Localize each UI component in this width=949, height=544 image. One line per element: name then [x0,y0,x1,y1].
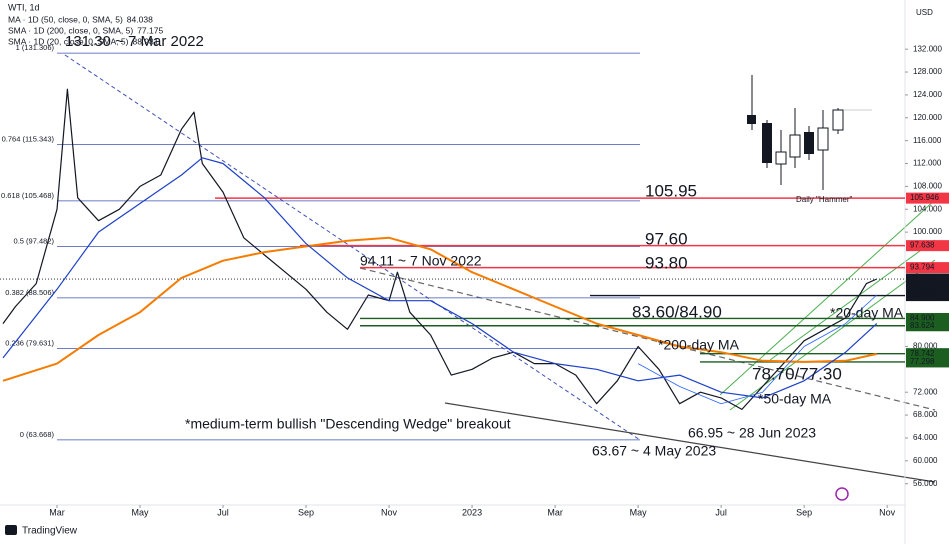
fib-label: 0 (63.668) [20,430,55,439]
y-tick-label: 100.000 [913,227,942,236]
y-tick-label: 120.000 [913,113,942,122]
annotation: 66.95 ~ 28 Jun 2023 [688,425,816,441]
x-tick-label: Jul [715,507,727,517]
channel-line [769,239,936,361]
fib-label: 0.382 (88.506) [5,288,54,297]
y-axis-unit: USD [916,8,933,17]
legend-entry: SMA · 1D (20, close, 0, SMA, 5) [8,36,129,46]
y-tick-label: 132.000 [913,44,942,53]
price-label-box [906,356,949,368]
price-label-box [906,312,949,324]
annotation: 78.70/77.30 [752,364,842,383]
annotation: Daily "Hammer" [796,195,853,204]
legend-value: 84.038 [127,14,153,24]
brand: TradingView [22,526,78,537]
price-label-box [906,262,949,274]
y-tick-label: 128.000 [913,67,942,76]
x-tick-label: May [131,507,149,517]
annotation: 63.67 ~ 4 May 2023 [592,443,716,459]
series-line [2,157,878,399]
price-label: 84.900 [910,314,935,323]
x-tick-label: Mar [49,507,65,517]
series-line [637,294,878,405]
series-line [2,236,878,382]
alert-icon[interactable] [835,487,849,501]
y-tick-label: 116.000 [913,136,942,145]
price-label-box [906,240,949,252]
y-tick-label: 108.000 [913,181,942,190]
legend-entry: SMA · 1D (200, close, 0, SMA, 5) [8,25,133,35]
trend-line [359,267,936,411]
wedge-upper-line [64,54,641,441]
fib-label: 1 (131.306) [16,43,55,52]
y-tick-label: 104.000 [913,204,942,213]
fib-label: 0.618 (105.468) [1,191,54,200]
fib-label: 0.5 (97.482) [14,237,55,246]
y-tick-label: 72.000 [913,387,938,396]
x-tick-label: Jul [217,507,229,517]
price-label-box [906,290,949,302]
price-label: 83.624 [910,321,935,330]
x-tick-label: 2023 [462,507,482,517]
y-tick-label: 60.000 [913,456,938,465]
y-tick-label: 80.000 [913,342,938,351]
y-tick-label: 56.000 [913,479,938,488]
x-tick-label: Sep [796,507,812,517]
y-tick-label: 68.000 [913,410,938,419]
x-tick-label: May [630,507,648,517]
brand-logo [5,525,17,535]
price-label-box [906,348,949,360]
price-label: 93.794 [910,263,935,272]
price-label: 91.794 [910,274,935,283]
price-label-box [906,320,949,332]
x-tick-label: Sep [298,507,314,517]
countdown: 15:34:58 [910,283,942,292]
price-label: 105.946 [910,193,939,202]
annotation: *200-day MA [658,337,740,353]
legend-value: 77.175 [137,25,163,35]
y-tick-label: 124.000 [913,90,942,99]
x-tick-label: Nov [879,507,896,517]
wedge-lower-line [444,402,936,483]
hammer-inset [747,75,872,190]
annotation: 131.30 ~ 7 Mar 2022 [65,33,204,50]
annotation: 97.60 [645,229,688,248]
annotation: 93.80 [645,253,688,272]
annotation: 105.95 [645,181,697,200]
annotation: 83.60/84.90 [632,302,722,321]
price-label: 97.638 [910,241,935,250]
annotation: 94.11 ~ 7 Nov 2022 [360,253,482,269]
price-label: 88.900 [910,291,935,300]
annotation: *50-day MA [758,391,832,407]
legend-entry: MA · 1D (50, close, 0, SMA, 5) [8,14,123,24]
fib-label: 0.764 (115.343) [2,134,55,143]
x-tick-label: Mar [547,507,563,517]
price-label-box [906,192,949,204]
fib-label: 0.236 (79.631) [5,339,54,348]
chart-title: WTI, 1d [8,2,40,12]
price-label-box [906,273,949,294]
annotation: *medium-term bullish "Descending Wedge" … [185,416,511,432]
price-label: 78.742 [910,349,935,358]
y-tick-label: 112.000 [913,159,942,168]
x-tick-label: Nov [381,507,398,517]
y-tick-label: 64.000 [913,433,938,442]
legend-value: 88.981 [132,36,158,46]
price-label: 77.298 [910,357,935,366]
annotation: *20-day MA [830,305,904,321]
